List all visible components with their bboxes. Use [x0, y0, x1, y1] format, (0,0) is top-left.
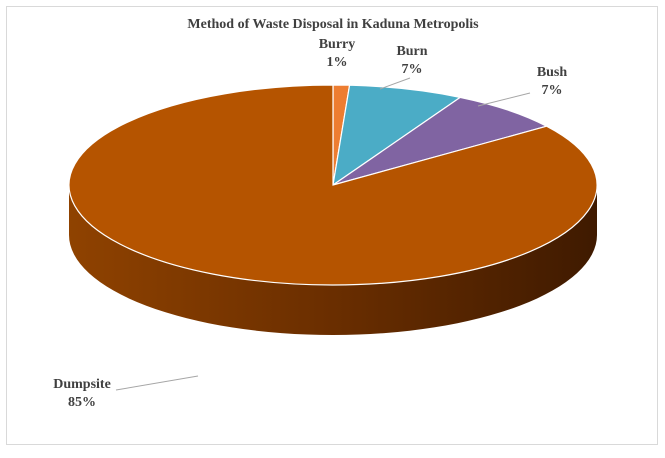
- slice-side: [69, 185, 597, 335]
- slice-label: Burn: [396, 44, 427, 59]
- slice-value-label: 85%: [68, 395, 96, 410]
- slice-value-label: 7%: [542, 83, 563, 98]
- pie-slice: [68, 84, 598, 286]
- slice-value-label: 1%: [327, 55, 348, 70]
- leader-line: [115, 375, 199, 391]
- pie-slice: [332, 84, 462, 187]
- leader-line: [477, 92, 531, 107]
- slice-label: Dumpsite: [53, 377, 111, 392]
- slice-label: Bush: [537, 65, 568, 80]
- chart-title: Method of Waste Disposal in Kaduna Metro…: [187, 17, 479, 32]
- pie-slice: [332, 96, 549, 186]
- slice-label: Burry: [319, 37, 356, 52]
- slice-value-label: 7%: [402, 62, 423, 77]
- leader-line: [379, 77, 411, 90]
